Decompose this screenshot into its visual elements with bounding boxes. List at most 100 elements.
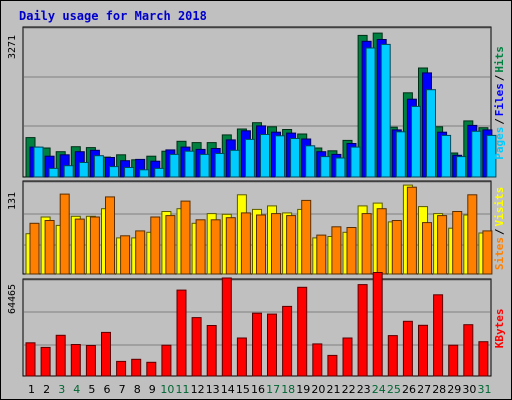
bar-kbytes-day-4	[70, 344, 81, 377]
bar-pages-day-25	[395, 131, 406, 178]
bar-kbytes-day-2	[40, 346, 51, 377]
day-label-1: 1	[28, 383, 35, 396]
bar-sites-day-23	[361, 213, 372, 275]
day-label-10: 10	[160, 383, 174, 396]
bar-sites-day-29	[452, 211, 463, 275]
bar-kbytes-day-23	[357, 284, 368, 377]
legend-files: Files	[493, 83, 506, 116]
bar-kbytes-day-16	[252, 312, 262, 377]
day-label-2: 2	[43, 383, 50, 396]
day-label-9: 9	[149, 383, 156, 396]
bar-sites-day-9	[150, 216, 161, 275]
bar-pages-day-8	[139, 169, 150, 178]
bar-pages-day-30	[471, 130, 482, 178]
legend-separator-visits-sites-1: /	[493, 228, 506, 235]
bar-pages-day-28	[441, 134, 452, 178]
bar-kbytes-day-13	[206, 325, 217, 377]
day-label-6: 6	[104, 383, 111, 396]
bar-pages-day-29	[456, 156, 467, 178]
bar-sites-day-18	[286, 215, 297, 275]
bar-kbytes-day-6	[101, 331, 111, 377]
bar-pages-day-26	[410, 105, 421, 178]
bar-pages-day-21	[335, 157, 346, 178]
day-label-21: 21	[327, 383, 341, 396]
bar-kbytes-day-8	[131, 358, 142, 377]
bar-kbytes-day-31	[478, 341, 489, 377]
bar-sites-day-14	[225, 217, 236, 275]
day-label-11: 11	[176, 383, 190, 396]
bar-pages-day-1	[33, 146, 44, 178]
bar-sites-day-2	[44, 220, 55, 275]
bar-pages-day-7	[124, 167, 135, 178]
bar-sites-day-1	[29, 222, 40, 275]
bar-kbytes-day-19	[297, 286, 308, 377]
bar-sites-day-8	[135, 230, 146, 275]
bar-sites-day-6	[105, 196, 115, 275]
bar-sites-day-4	[74, 218, 85, 275]
bar-kbytes-day-24	[372, 272, 383, 377]
legend-hits: Hits	[493, 46, 506, 73]
bar-kbytes-day-5	[85, 345, 96, 377]
day-label-17: 17	[266, 383, 280, 396]
bar-kbytes-day-11	[176, 289, 187, 377]
bar-pages-day-17	[275, 135, 285, 178]
max-label-kbytes: 64465	[7, 284, 18, 314]
day-label-12: 12	[191, 383, 205, 396]
bar-sites-day-12	[195, 219, 206, 275]
day-label-25: 25	[387, 383, 401, 396]
bar-kbytes-day-25	[387, 335, 398, 377]
day-label-19: 19	[296, 383, 310, 396]
day-label-30: 30	[462, 383, 476, 396]
max-label-visits-sites: 131	[7, 192, 18, 210]
bar-kbytes-day-7	[116, 360, 127, 377]
legend-separator-hits-files-pages-1: /	[493, 118, 506, 125]
day-label-16: 16	[251, 383, 265, 396]
bar-pages-day-15	[244, 138, 255, 178]
bar-pages-day-3	[63, 165, 74, 178]
bar-kbytes-day-1	[25, 342, 36, 377]
bar-pages-day-12	[199, 153, 210, 178]
max-label-hits-files-pages: 3271	[7, 35, 18, 59]
bar-sites-day-17	[271, 213, 281, 275]
bar-pages-day-16	[260, 134, 270, 178]
bar-sites-day-25	[391, 220, 402, 275]
bar-sites-day-11	[180, 200, 191, 275]
bar-pages-day-11	[184, 150, 195, 178]
day-label-22: 22	[342, 383, 356, 396]
day-label-8: 8	[134, 383, 141, 396]
bar-sites-day-5	[89, 216, 100, 275]
day-label-24: 24	[372, 383, 386, 396]
day-label-28: 28	[432, 383, 446, 396]
bar-kbytes-day-12	[191, 317, 202, 377]
legend-kbytes: KBytes	[493, 309, 506, 349]
chart-title: Daily usage for March 2018	[19, 9, 207, 23]
bar-kbytes-day-10	[161, 344, 172, 377]
legend-visits: Visits	[493, 187, 506, 227]
bar-pages-day-9	[154, 167, 165, 178]
bar-sites-day-19	[301, 199, 312, 275]
bar-sites-day-22	[346, 227, 357, 275]
bar-pages-day-10	[169, 153, 180, 178]
bar-pages-day-18	[290, 138, 301, 178]
bar-pages-day-22	[350, 146, 361, 178]
bar-sites-day-15	[240, 212, 251, 275]
day-label-14: 14	[221, 383, 235, 396]
bar-pages-day-2	[48, 167, 59, 178]
bar-kbytes-day-22	[342, 337, 353, 377]
bar-kbytes-day-30	[463, 324, 474, 377]
bar-sites-day-20	[316, 234, 327, 275]
bar-pages-day-5	[93, 155, 104, 178]
bar-kbytes-day-17	[267, 313, 277, 377]
day-label-18: 18	[281, 383, 295, 396]
bar-sites-day-31	[482, 230, 493, 275]
day-label-3: 3	[58, 383, 65, 396]
bar-sites-day-10	[165, 215, 176, 275]
day-label-4: 4	[73, 383, 80, 396]
day-label-29: 29	[447, 383, 461, 396]
bar-kbytes-day-27	[418, 324, 428, 377]
bar-sites-day-27	[422, 222, 432, 275]
bar-pages-day-14	[229, 149, 240, 178]
bar-sites-day-7	[120, 235, 131, 275]
bar-kbytes-day-26	[402, 320, 413, 377]
